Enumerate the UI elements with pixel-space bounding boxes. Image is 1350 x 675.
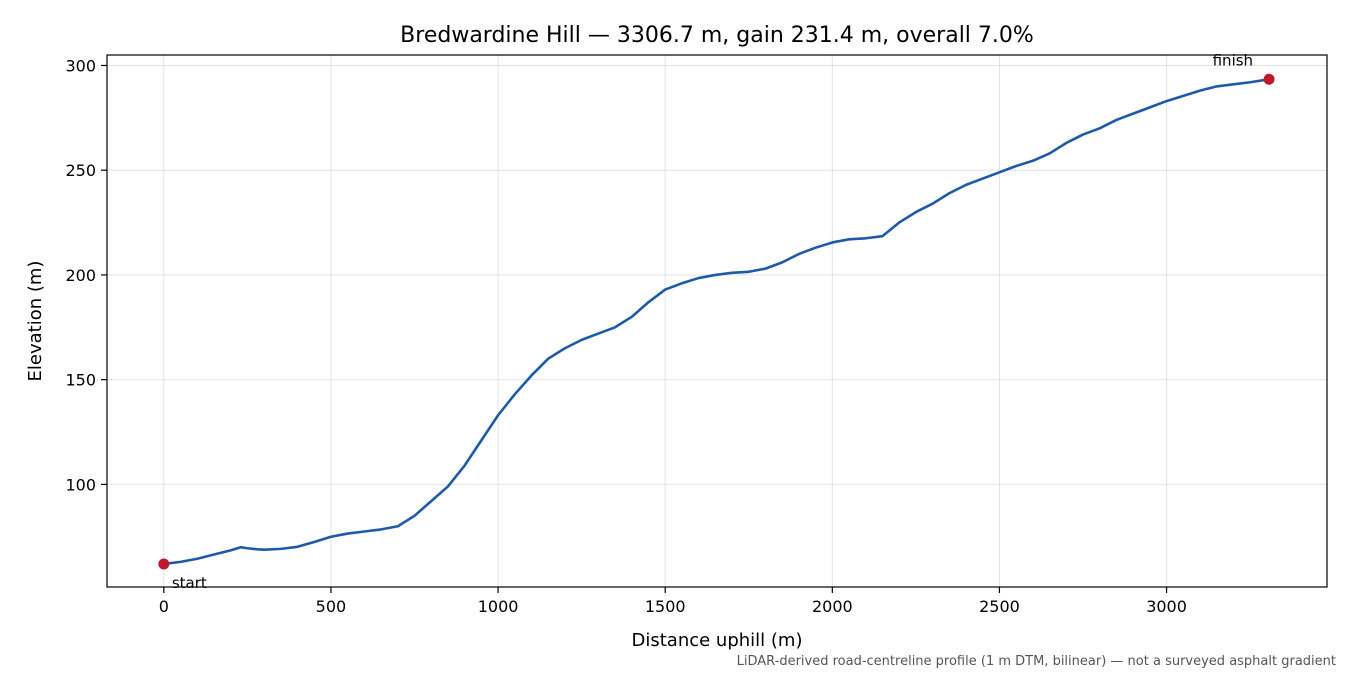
y-tick-label: 250 xyxy=(65,161,96,180)
grid-lines xyxy=(107,55,1327,587)
start-marker xyxy=(158,558,170,570)
y-axis-label: Elevation (m) xyxy=(25,261,46,382)
finish-label: finish xyxy=(1213,51,1253,69)
x-axis-label: Distance uphill (m) xyxy=(632,630,803,651)
finish-marker xyxy=(1263,73,1275,85)
y-tick-label: 300 xyxy=(65,56,96,75)
start-label: start xyxy=(172,574,207,592)
y-tick-label: 150 xyxy=(65,371,96,390)
x-tick-label: 0 xyxy=(159,597,169,616)
y-tick-label: 200 xyxy=(65,266,96,285)
source-note: LiDAR-derived road-centreline profile (1… xyxy=(737,654,1336,669)
x-tick-label: 2500 xyxy=(979,597,1020,616)
series-layer xyxy=(162,78,1271,566)
x-tick-label: 500 xyxy=(316,597,347,616)
x-tick-label: 3000 xyxy=(1146,597,1187,616)
plot-frame xyxy=(106,54,1328,588)
x-tick-label: 1000 xyxy=(478,597,519,616)
x-tick-label: 2000 xyxy=(812,597,853,616)
axis-ticks: 0 500 1000 1500 2000 2500 3000 100 150 200 250 300 xyxy=(65,56,1186,616)
chart-title: Bredwardine Hill — 3306.7 m, gain 231.4 … xyxy=(400,23,1034,48)
elevation-profile-line xyxy=(162,78,1271,566)
x-tick-label: 1500 xyxy=(645,597,686,616)
annotations: start finish xyxy=(172,51,1253,592)
endpoint-markers xyxy=(158,73,1275,570)
y-tick-label: 100 xyxy=(65,475,96,494)
